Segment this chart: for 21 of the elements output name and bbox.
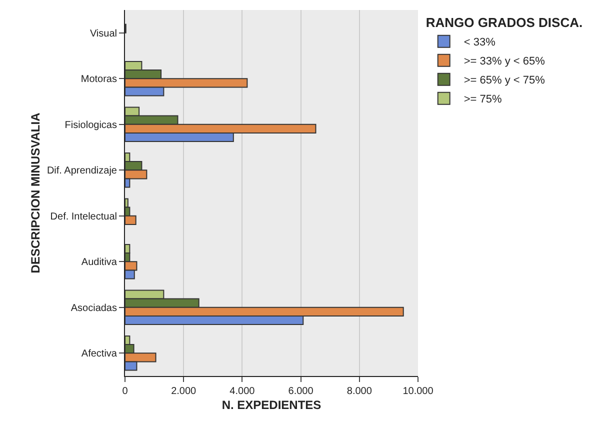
x-tick-label: 10.000 <box>402 386 434 397</box>
legend-label: >= 75% <box>464 94 502 106</box>
y-tick-label: Asociadas <box>70 302 117 314</box>
x-tick-label: 4.000 <box>230 386 256 397</box>
legend-label: < 33% <box>464 36 496 49</box>
x-tick-label: 2.000 <box>171 386 197 397</box>
x-tick-label: 0 <box>122 386 128 397</box>
x-tick-label: 8.000 <box>346 386 372 397</box>
y-tick-label: Visual <box>90 28 117 40</box>
y-tick-label: Auditiva <box>81 257 118 268</box>
y-tick-label: Fisiologicas <box>64 120 117 131</box>
y-tick-label: Motoras <box>80 74 117 86</box>
legend-title: RANGO GRADOS DISCA. <box>426 14 583 30</box>
y-tick-label: Def. Intelectual <box>50 211 117 222</box>
y-axis-title: DESCRIPCION MINUSVALIA <box>28 112 42 274</box>
y-tick-label: Afectiva <box>81 348 118 360</box>
y-tick-label: Dif. Aprendizaje <box>46 166 118 177</box>
legend-label: >= 33% y < 65% <box>464 56 546 68</box>
x-tick-label: 6.000 <box>288 386 314 397</box>
legend-label: >= 65% y < 75% <box>464 74 546 87</box>
x-axis-title: N. EXPEDIENTES <box>222 398 322 412</box>
